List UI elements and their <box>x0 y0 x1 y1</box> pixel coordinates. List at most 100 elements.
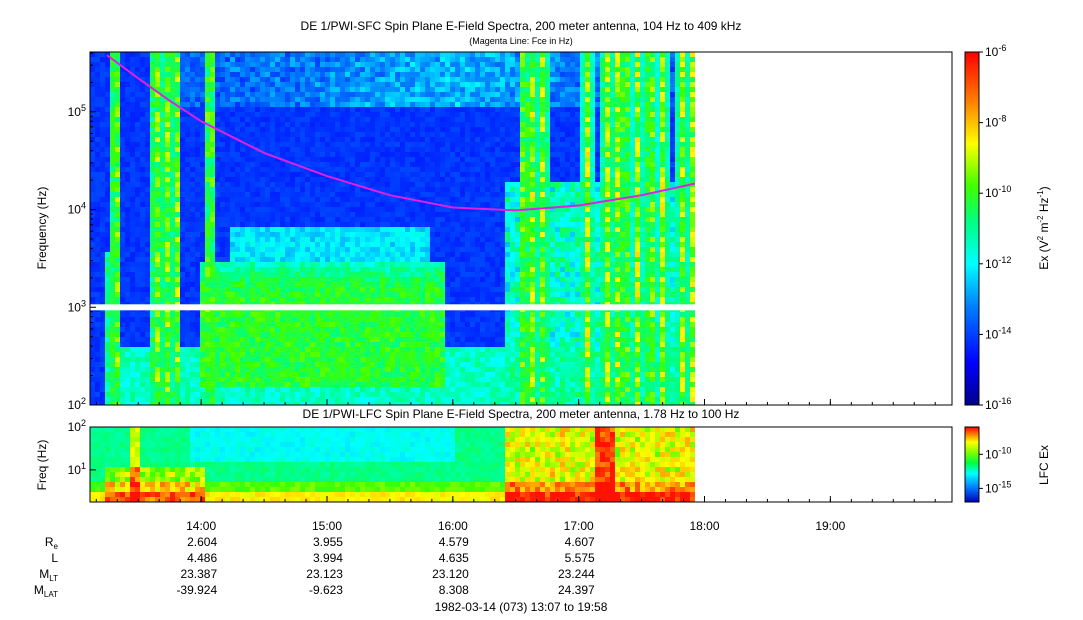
top-spectrogram-cell <box>370 277 376 283</box>
top-spectrogram-cell <box>350 117 356 123</box>
top-spectrogram-cell <box>420 62 426 68</box>
top-spectrogram-cell <box>325 167 331 173</box>
top-spectrogram-cell <box>215 362 221 368</box>
top-spectrogram-cell <box>200 102 206 108</box>
top-spectrogram-cell <box>320 112 326 118</box>
top-spectrogram-cell <box>265 217 271 223</box>
top-spectrogram-cell <box>265 177 271 183</box>
top-spectrogram-cell <box>410 132 416 138</box>
top-spectrogram-cell <box>225 197 231 203</box>
top-spectrogram-cell <box>345 332 351 338</box>
top-spectrogram-cell <box>140 372 146 378</box>
top-spectrogram-cell <box>250 252 256 258</box>
top-spectrogram-cell <box>385 382 391 388</box>
top-spectrogram-cell <box>165 347 171 353</box>
top-spectrogram-cell <box>330 327 336 333</box>
top-spectrogram-cell <box>125 142 131 148</box>
top-spectrogram-cell <box>245 52 251 58</box>
top-spectrogram-cell <box>370 332 376 338</box>
top-spectrogram-cell <box>335 372 341 378</box>
top-spectrogram-cell <box>240 237 246 243</box>
top-spectrogram-cell <box>425 352 431 358</box>
top-spectrogram-cell <box>125 137 131 143</box>
top-spectrogram-cell <box>230 337 236 343</box>
top-spectrogram-cell <box>275 172 281 178</box>
top-spectrogram-cell <box>375 67 381 73</box>
top-spectrogram-cell <box>275 327 281 333</box>
top-spectrogram-cell <box>425 312 431 318</box>
top-spectrogram-cell <box>235 87 241 93</box>
top-spectrogram-cell <box>230 162 236 168</box>
top-spectrogram-cell <box>400 227 406 233</box>
top-spectrogram-cell <box>100 112 106 118</box>
top-spectrogram-cell <box>150 162 156 168</box>
top-spectrogram-cell <box>100 232 106 238</box>
top-spectrogram-cell <box>220 237 226 243</box>
top-spectrogram-cell <box>240 377 246 383</box>
top-spectrogram-cell <box>310 62 316 68</box>
top-spectrogram-cell <box>285 367 291 373</box>
top-spectrogram-cell <box>220 297 226 303</box>
top-spectrogram-cell <box>245 242 251 248</box>
top-spectrogram-cell <box>105 192 111 198</box>
top-spectrogram-cell <box>265 207 271 213</box>
top-spectrogram-cell <box>195 272 201 278</box>
top-spectrogram-cell <box>255 207 261 213</box>
top-spectrogram-cell <box>390 122 396 128</box>
top-spectrogram-cell <box>355 227 361 233</box>
top-spectrogram-cell <box>170 177 176 183</box>
top-spectrogram-cell <box>130 317 136 323</box>
top-spectrogram-cell <box>365 82 371 88</box>
top-spectrogram-cell <box>215 277 221 283</box>
top-spectrogram-cell <box>200 112 206 118</box>
top-spectrogram-cell <box>95 177 101 183</box>
top-spectrogram-cell <box>315 187 321 193</box>
top-spectrogram-cell <box>285 137 291 143</box>
top-spectrogram-cell <box>340 77 346 83</box>
top-spectrogram-cell <box>105 222 111 228</box>
top-spectrogram-cell <box>340 317 346 323</box>
top-spectrogram-cell <box>220 207 226 213</box>
top-spectrogram-cell <box>245 342 251 348</box>
top-spectrogram-cell <box>200 247 206 253</box>
top-spectrogram-cell <box>220 392 226 398</box>
top-spectrogram-cell <box>245 217 251 223</box>
top-spectrogram-cell <box>155 157 161 163</box>
top-spectrogram-cell <box>365 232 371 238</box>
top-spectrogram-cell <box>170 202 176 208</box>
top-spectrogram-cell <box>420 322 426 328</box>
top-spectrogram-cell <box>300 227 306 233</box>
top-spectrogram-cell <box>225 297 231 303</box>
top-spectrogram-cell <box>190 222 196 228</box>
top-spectrogram-cell <box>320 267 326 273</box>
top-spectrogram-cell <box>180 142 186 148</box>
top-spectrogram-cell <box>285 282 291 288</box>
top-spectrogram-cell <box>265 327 271 333</box>
top-spectrogram-cell <box>270 352 276 358</box>
top-spectrogram-cell <box>125 337 131 343</box>
top-spectrogram-cell <box>230 157 236 163</box>
top-spectrogram-cell <box>340 402 346 405</box>
top-spectrogram-cell <box>240 62 246 68</box>
top-spectrogram-cell <box>380 322 386 328</box>
top-spectrogram-cell <box>405 87 411 93</box>
top-spectrogram-cell <box>300 52 306 58</box>
top-spectrogram-cell <box>135 247 141 253</box>
top-spectrogram-cell <box>180 97 186 103</box>
top-spectrogram-cell <box>295 277 301 283</box>
top-spectrogram-cell <box>405 282 411 288</box>
top-spectrogram-cell <box>400 102 406 108</box>
top-spectrogram-cell <box>360 187 366 193</box>
top-spectrogram-cell <box>225 192 231 198</box>
top-spectrogram-cell <box>300 182 306 188</box>
top-spectrogram-cell <box>235 392 241 398</box>
top-spectrogram-cell <box>110 402 116 405</box>
top-spectrogram-cell <box>435 187 441 193</box>
top-spectrogram-cell <box>90 312 96 318</box>
top-spectrogram-cell <box>210 222 216 228</box>
top-spectrogram-cell <box>100 217 106 223</box>
top-spectrogram-cell <box>230 232 236 238</box>
top-spectrogram-cell <box>110 357 116 363</box>
top-spectrogram-cell <box>305 232 311 238</box>
top-spectrogram-cell <box>205 367 211 373</box>
